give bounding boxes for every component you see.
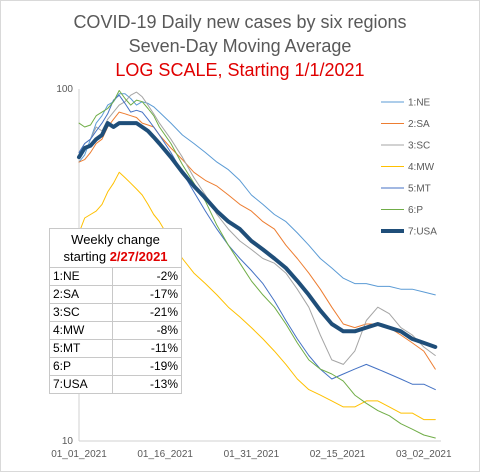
row-label: 3:SC [49, 303, 113, 322]
x-tick-label: 01_16_2021 [137, 449, 193, 460]
table-row: 3:SC -21% [49, 303, 182, 322]
legend-label: 1:NE [408, 98, 431, 109]
chart-subtitle: Seven-Day Moving Average [128, 36, 352, 56]
x-tick-label: 01_31_2021 [224, 449, 280, 460]
weekly-change-header: Weekly change starting 2/27/2021 [49, 228, 182, 268]
row-value: -2% [112, 267, 182, 286]
legend-label: 5:MT [408, 184, 431, 195]
x-tick-labels: 01_01_2021 01_16_2021 01_31_2021 02_15_2021… [51, 449, 452, 460]
table-row: 7:USA -13% [49, 375, 182, 394]
y-tick-labels: 100 10 [56, 84, 73, 447]
row-value: -17% [112, 285, 182, 304]
row-label: 4:MW [49, 321, 113, 340]
row-label: 2:SA [49, 285, 113, 304]
weekly-change-date: 2/27/2021 [109, 249, 168, 264]
weekly-change-subtitle: starting 2/27/2021 [54, 248, 177, 265]
row-value: -19% [112, 357, 182, 376]
x-tick-label: 02_15_2021 [310, 449, 366, 460]
series-layer [77, 90, 438, 439]
legend: 1:NE 2:SA 3:SC 4:MW 5:MT 6:P 7:USA [381, 98, 437, 238]
series-line-4-mw [78, 171, 436, 421]
row-label: 6:P [49, 357, 113, 376]
row-value: -8% [112, 321, 182, 340]
row-value: -13% [112, 375, 182, 394]
x-tick-label: 01_01_2021 [51, 449, 107, 460]
series-line-6-p [78, 90, 436, 439]
row-label: 7:USA [49, 375, 113, 394]
table-row: 1:NE -2% [49, 267, 182, 286]
legend-label: 3:SC [408, 141, 430, 152]
row-label: 1:NE [49, 267, 113, 286]
legend-label: 4:MW [408, 162, 435, 173]
weekly-change-table: Weekly change starting 2/27/2021 1:NE -2%… [49, 228, 182, 394]
legend-label: 2:SA [408, 119, 430, 130]
table-row: 5:MT -11% [49, 339, 182, 358]
y-tick-label: 100 [56, 84, 73, 95]
table-row: 2:SA -17% [49, 285, 182, 304]
scale-note: LOG SCALE, Starting 1/1/2021 [115, 60, 365, 80]
chart-title: COVID-19 Daily new cases by six regions [73, 12, 407, 32]
table-row: 6:P -19% [49, 357, 182, 376]
weekly-change-prefix: starting [63, 249, 110, 264]
y-tick-label: 10 [62, 436, 74, 447]
series-line-2-sa [78, 111, 436, 370]
row-label: 5:MT [49, 339, 113, 358]
weekly-change-title: Weekly change [71, 232, 160, 247]
series-line-7-usa [77, 121, 438, 349]
x-tick-label: 03_02_2021 [396, 449, 452, 460]
legend-label: 6:P [408, 205, 423, 216]
legend-label: 7:USA [408, 227, 437, 238]
row-value: -11% [112, 339, 182, 358]
table-row: 4:MW -8% [49, 321, 182, 340]
row-value: -21% [112, 303, 182, 322]
